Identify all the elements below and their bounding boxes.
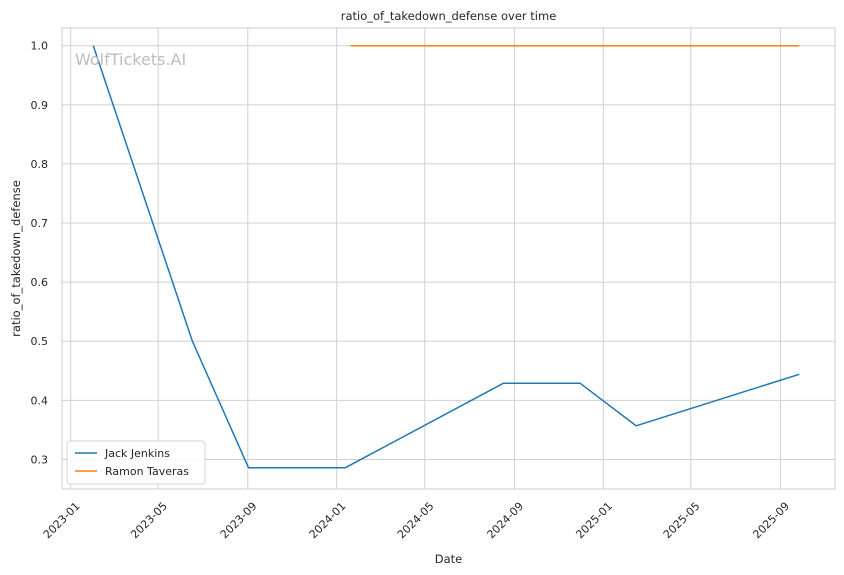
y-tick-label: 0.7 xyxy=(31,217,49,230)
y-tick-label: 0.3 xyxy=(31,453,49,466)
grid-lines xyxy=(62,28,835,489)
x-tick-label: 2025-09 xyxy=(750,500,792,542)
series-lines xyxy=(92,44,800,469)
legend-label: Jack Jenkins xyxy=(104,447,170,460)
x-axis-title: Date xyxy=(435,552,463,566)
legend-box xyxy=(66,440,206,485)
legend-label: Ramon Taveras xyxy=(105,465,189,478)
x-tick-label: 2024-09 xyxy=(485,500,527,542)
x-tick-label: 2023-09 xyxy=(218,500,260,542)
x-tick-label: 2023-01 xyxy=(41,500,83,542)
x-tick-labels: 2023-01 2023-05 2023-09 2024-01 2024-05 2024-… xyxy=(41,500,792,542)
y-tick-label: 0.6 xyxy=(31,276,49,289)
plot-frame xyxy=(61,27,836,490)
x-tick-label: 2023-05 xyxy=(128,500,170,542)
y-tick-labels: 0.3 0.4 0.5 0.6 0.7 0.8 0.9 1.0 xyxy=(31,40,49,467)
watermark: WolfTickets.AI xyxy=(75,50,186,69)
chart-title: ratio_of_takedown_defense over time xyxy=(341,9,557,23)
x-tick-label: 2024-01 xyxy=(307,500,349,542)
y-tick-label: 1.0 xyxy=(31,40,49,53)
y-tick-label: 0.9 xyxy=(31,99,49,112)
y-tick-label: 0.4 xyxy=(31,394,49,407)
series-line-0 xyxy=(92,45,800,469)
y-tick-label: 0.5 xyxy=(31,335,49,348)
y-tick-label: 0.8 xyxy=(31,158,49,171)
y-axis-title: ratio_of_takedown_defense xyxy=(9,180,23,337)
x-tick-label: 2025-01 xyxy=(573,500,615,542)
x-tick-label: 2025-05 xyxy=(661,500,703,542)
x-tick-label: 2024-05 xyxy=(395,500,437,542)
legend: Jack Jenkins Ramon Taveras xyxy=(66,440,206,485)
